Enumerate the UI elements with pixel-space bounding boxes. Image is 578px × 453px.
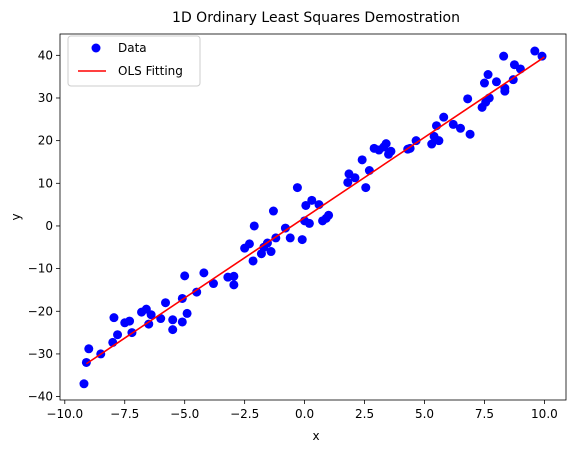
data-point-75 (479, 78, 489, 88)
x-tick-label: 7.5 (475, 407, 494, 421)
data-point-35 (266, 247, 276, 257)
data-point-61 (386, 146, 396, 156)
data-point-86 (530, 46, 540, 56)
y-tick-label: 10 (38, 176, 53, 190)
data-point-72 (463, 94, 473, 104)
data-point-64 (411, 136, 421, 146)
data-point-70 (448, 119, 458, 129)
data-point-6 (113, 330, 123, 340)
data-point-87 (537, 51, 547, 61)
data-point-52 (350, 173, 360, 183)
data-point-65 (427, 139, 437, 149)
ols-fit-line (85, 56, 545, 365)
data-point-1 (81, 357, 91, 367)
y-tick-label: −30 (28, 347, 53, 361)
data-point-29 (244, 239, 254, 249)
data-point-43 (301, 200, 311, 210)
data-point-20 (180, 271, 190, 281)
data-point-13 (146, 310, 156, 320)
legend-box (67, 35, 201, 87)
data-point-18 (177, 317, 187, 327)
legend-data-label: Data (118, 41, 147, 55)
data-point-68 (434, 136, 444, 146)
x-tick-label: 0.0 (295, 407, 314, 421)
y-tick-label: 20 (38, 134, 53, 148)
data-point-12 (144, 319, 154, 329)
y-axis-label: y (9, 213, 23, 220)
data-point-41 (297, 235, 307, 245)
y-tick-label: −20 (28, 304, 53, 318)
data-point-80 (499, 51, 509, 61)
data-point-45 (307, 195, 317, 205)
data-point-30 (248, 256, 258, 266)
data-point-40 (292, 183, 302, 193)
x-tick-label: −5.0 (170, 407, 199, 421)
x-tick-label: −2.5 (230, 407, 259, 421)
data-point-16 (168, 315, 178, 325)
chart-title: 1D Ordinary Least Squares Demostration (172, 10, 460, 26)
data-point-24 (208, 279, 218, 289)
x-tick-label: 2.5 (355, 407, 374, 421)
data-point-17 (168, 325, 178, 335)
data-point-54 (361, 183, 371, 193)
legend-fit-label: OLS Fitting (118, 64, 183, 78)
data-point-49 (324, 210, 334, 220)
data-point-77 (483, 70, 493, 80)
y-tick-label: −40 (28, 390, 53, 404)
x-tick-label: 5.0 (415, 407, 434, 421)
data-point-71 (455, 123, 465, 133)
axes-frame (59, 33, 567, 401)
data-point-83 (508, 75, 518, 85)
x-axis-label: x (312, 429, 319, 443)
y-tick-label: 30 (38, 91, 53, 105)
data-point-53 (357, 155, 367, 165)
data-point-22 (192, 287, 202, 297)
data-point-39 (285, 233, 295, 243)
data-point-69 (439, 112, 449, 122)
x-tick-label: 10.0 (531, 407, 558, 421)
data-point-23 (199, 268, 209, 278)
y-axis: −40 −30 −20 −10 0 10 20 30 40 (28, 48, 60, 404)
x-axis: −10.0 −7.5 −5.0 −2.5 0.0 2.5 5.0 7.5 10.0 (46, 400, 558, 421)
data-point-0 (79, 379, 89, 389)
data-point-26 (229, 271, 239, 281)
data-point-5 (109, 313, 119, 323)
data-point-50 (343, 177, 353, 187)
data-point-73 (465, 129, 475, 139)
data-point-79 (491, 77, 501, 87)
data-point-44 (304, 218, 314, 228)
legend-data-marker (91, 43, 101, 53)
data-point-2 (84, 344, 94, 354)
data-point-36 (268, 206, 278, 216)
y-tick-label: −10 (28, 262, 53, 276)
data-point-21 (182, 308, 192, 318)
y-tick-label: 0 (45, 219, 53, 233)
data-point-38 (280, 223, 290, 233)
y-tick-label: 40 (38, 48, 53, 62)
data-point-27 (229, 280, 239, 290)
x-tick-label: −7.5 (110, 407, 139, 421)
data-point-59 (381, 139, 391, 149)
data-point-8 (125, 316, 135, 326)
data-point-31 (249, 221, 259, 231)
legend: Data OLS Fitting (67, 35, 201, 87)
x-tick-label: −10.0 (46, 407, 83, 421)
plot-area (79, 46, 547, 389)
data-point-15 (161, 298, 171, 308)
